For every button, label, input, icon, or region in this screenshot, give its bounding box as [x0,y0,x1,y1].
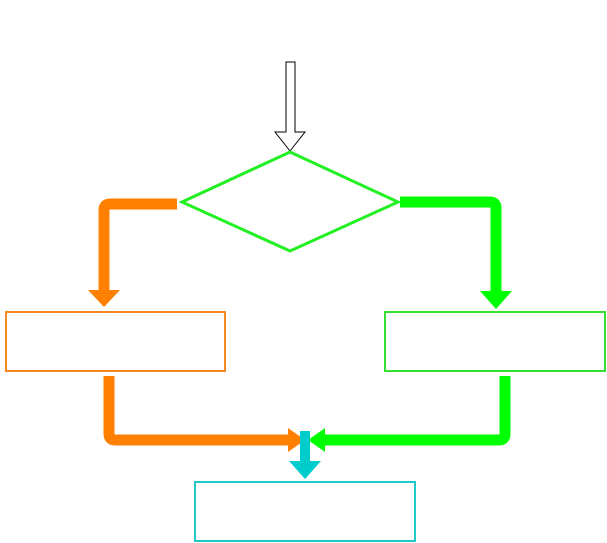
right-merge-arrowhead [308,428,325,452]
left-merge-arrowhead [288,428,305,452]
merge-down-line [300,431,310,461]
left-branch-line [98,198,177,290]
left-process-box [5,311,226,372]
decision-diamond [178,150,402,253]
left-merge-line [103,376,288,446]
right-branch-line [400,196,502,291]
right-process-box [384,311,606,372]
bottom-process-box [194,481,416,542]
entry-arrow [273,61,307,152]
right-merge-line [325,376,511,446]
merge-down-arrowhead [289,461,321,479]
right-branch-arrowhead [480,291,512,309]
left-branch-arrowhead [88,290,120,307]
